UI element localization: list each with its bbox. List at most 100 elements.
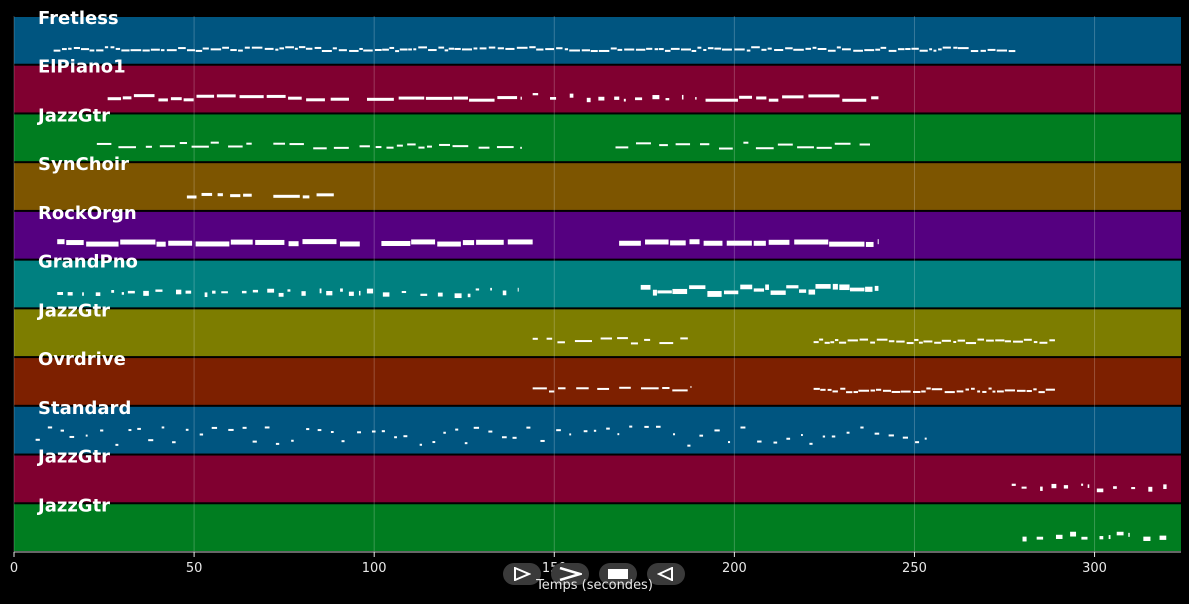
note-mark [178, 47, 186, 50]
note-mark [558, 387, 566, 390]
note-mark [654, 48, 659, 51]
note-mark [339, 241, 360, 247]
forward-button[interactable] [551, 563, 589, 585]
note-mark [317, 429, 322, 432]
note-mark [834, 142, 851, 145]
note-mark [418, 146, 425, 149]
x-tick-label: 100 [362, 561, 387, 576]
x-tick-label: 250 [902, 561, 927, 576]
note-mark [832, 390, 838, 393]
note-mark [275, 48, 279, 51]
note-mark [864, 49, 875, 52]
note-mark [366, 97, 394, 101]
note-mark [882, 389, 892, 392]
note-mark [635, 97, 643, 101]
note-mark [665, 98, 670, 101]
note-mark [617, 433, 620, 436]
note-mark [1116, 531, 1124, 536]
note-mark [921, 390, 926, 393]
note-mark [858, 389, 870, 392]
note-mark [714, 47, 722, 50]
note-mark [931, 388, 943, 391]
note-mark [96, 49, 104, 52]
note-mark [870, 389, 876, 392]
note-mark [143, 290, 149, 296]
note-mark [330, 97, 349, 101]
note-mark [381, 240, 411, 246]
note-mark [130, 49, 142, 52]
note-mark [606, 427, 610, 430]
note-mark [699, 434, 704, 437]
note-mark [359, 47, 363, 50]
note-mark [348, 291, 354, 296]
note-mark [957, 339, 966, 342]
note-mark [635, 142, 651, 145]
note-mark [47, 426, 53, 429]
note-mark [241, 290, 247, 294]
x-tick-label: 200 [722, 561, 747, 576]
note-mark [540, 439, 545, 442]
note-mark [827, 49, 836, 52]
note-mark [672, 288, 688, 295]
track-label: JazzGtr [36, 447, 110, 468]
note-mark [905, 48, 911, 51]
note-mark [1099, 536, 1104, 540]
note-mark [911, 47, 919, 50]
note-mark [906, 342, 914, 345]
track-lane [14, 406, 1181, 454]
note-mark [239, 95, 264, 99]
note-mark [425, 96, 453, 100]
note-mark [891, 390, 901, 393]
note-mark [302, 239, 337, 245]
note-mark [61, 48, 67, 51]
track-label: Ovrdrive [38, 349, 126, 370]
note-mark [822, 435, 826, 438]
note-mark [824, 341, 830, 344]
note-mark [1013, 340, 1023, 343]
note-mark [799, 289, 807, 293]
note-mark [473, 47, 478, 50]
note-mark [583, 430, 588, 433]
note-mark [793, 48, 804, 51]
note-mark [1045, 388, 1055, 391]
stop-icon [608, 569, 628, 579]
note-mark [461, 48, 473, 51]
note-mark [919, 49, 928, 52]
note-mark [888, 340, 895, 343]
note-mark [82, 292, 84, 296]
play-button[interactable] [503, 563, 541, 585]
x-axis-title: Temps (secondes) [536, 578, 653, 593]
note-mark [462, 240, 475, 246]
note-mark [805, 47, 812, 50]
note-mark [809, 442, 813, 445]
note-mark [915, 441, 920, 444]
track-lane [14, 260, 1181, 308]
note-mark [454, 293, 462, 299]
note-mark [997, 390, 1004, 393]
stop-button[interactable] [599, 563, 637, 585]
note-mark [770, 290, 786, 295]
note-mark [827, 388, 832, 391]
note-mark [888, 434, 894, 437]
note-mark [734, 48, 745, 51]
note-mark [110, 46, 115, 49]
note-mark [186, 195, 197, 199]
note-mark [338, 49, 347, 52]
rewind-button[interactable] [647, 563, 685, 585]
note-mark [358, 290, 361, 296]
note-mark [288, 96, 302, 100]
note-mark [264, 426, 270, 429]
note-mark [834, 339, 839, 342]
note-mark [900, 390, 911, 393]
note-mark [877, 239, 879, 245]
note-mark [252, 440, 257, 443]
note-mark [73, 46, 80, 49]
note-mark [557, 341, 565, 344]
note-mark [53, 49, 61, 52]
note-mark [183, 98, 194, 102]
note-mark [574, 340, 592, 343]
note-mark [619, 240, 641, 246]
note-mark [221, 291, 228, 294]
note-mark [687, 444, 691, 447]
note-mark [924, 437, 927, 440]
